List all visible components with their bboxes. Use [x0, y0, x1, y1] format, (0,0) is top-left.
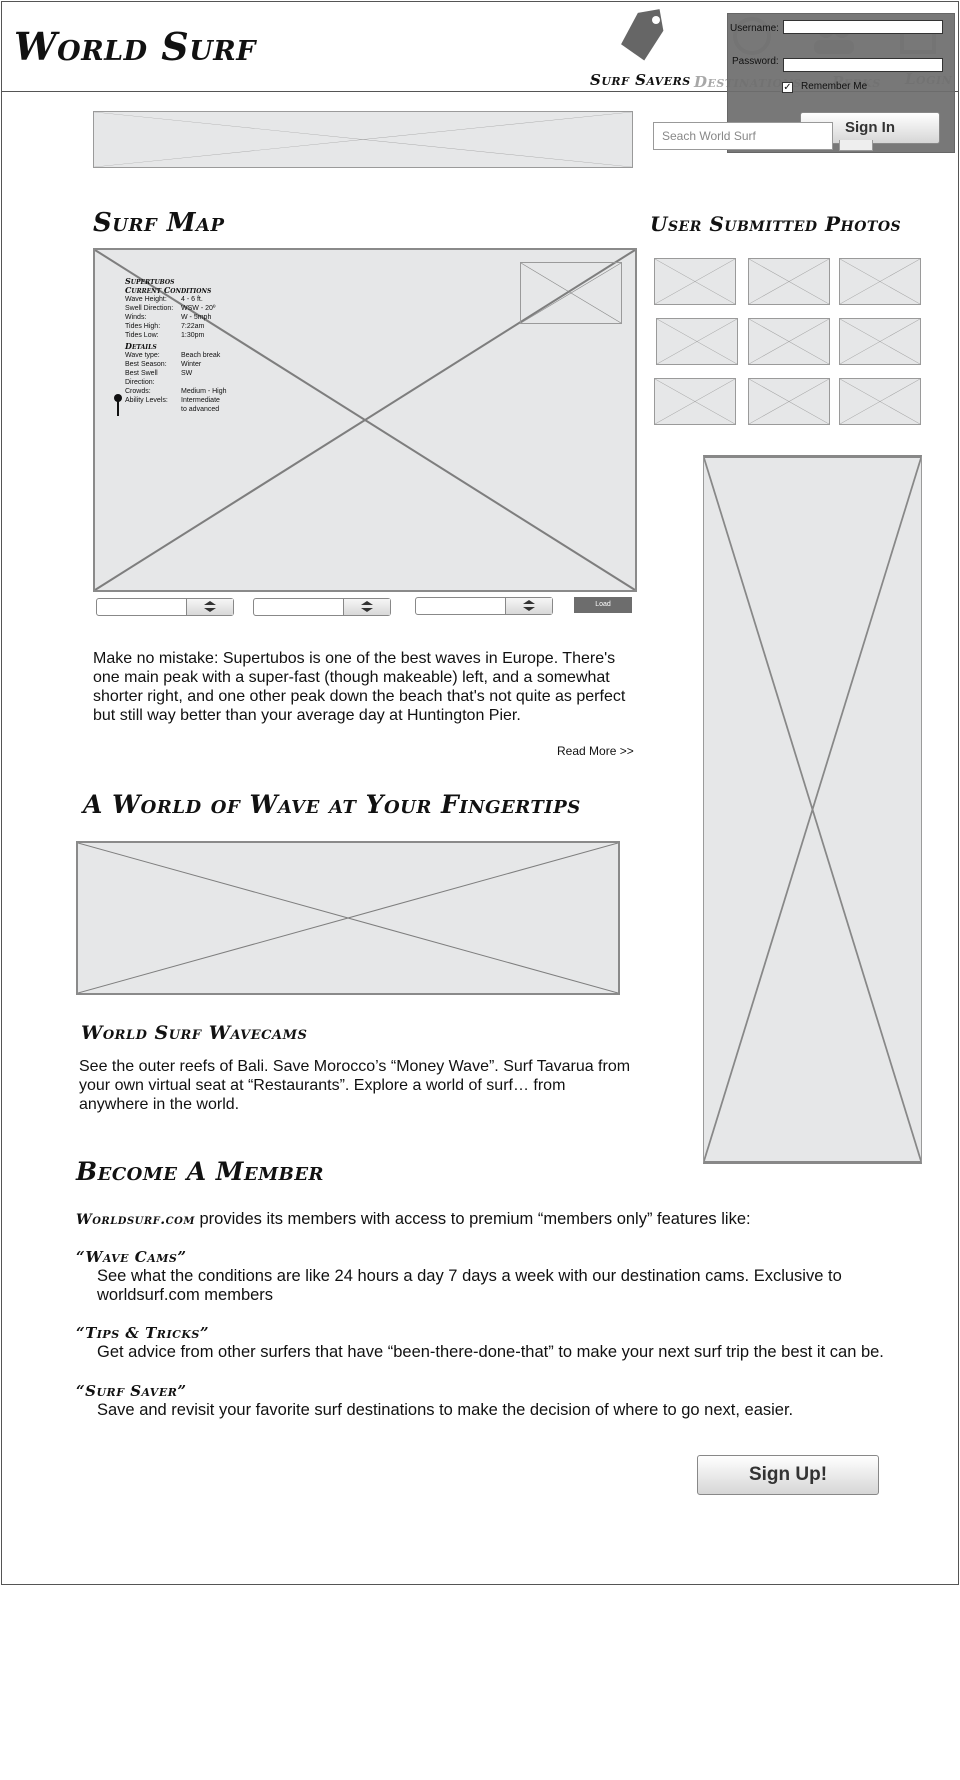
detail-label: Best Swell Direction:	[125, 370, 158, 386]
login-panel: Username: Password: ✓ Remember Me Sign I…	[727, 13, 955, 153]
spot-name: Supertubos	[125, 276, 175, 286]
surf-map-title: Surf Map	[93, 208, 225, 238]
feature-text-tips-tricks: Get advice from other surfers that have …	[97, 1343, 884, 1361]
condition-value: 7:22am	[181, 323, 205, 330]
feature-text-wave-cams: See what the conditions are like 24 hour…	[97, 1267, 842, 1304]
username-input[interactable]	[783, 20, 943, 34]
member-title: Become A Member	[76, 1157, 325, 1186]
password-input[interactable]	[783, 58, 943, 72]
detail-label: Crowds:	[125, 388, 151, 395]
remember-me-label: Remember Me	[801, 81, 868, 92]
detail-label: Best Season:	[125, 361, 167, 368]
feature-title-surf-saver: “Surf Saver”	[76, 1382, 187, 1400]
sign-up-button[interactable]: Sign Up!	[697, 1455, 879, 1495]
header-divider	[1, 91, 959, 92]
condition-value: W - 5mph	[181, 314, 212, 321]
feature-title-wave-cams: “Wave Cams”	[76, 1248, 187, 1266]
condition-label: Tides High:	[125, 323, 161, 330]
wavecams-text: See the outer reefs of Bali. Save Morocc…	[79, 1058, 631, 1113]
detail-value: to advanced	[181, 406, 220, 413]
detail-value: Beach break	[181, 352, 221, 359]
condition-value: 4 - 6 ft.	[181, 296, 203, 303]
username-label: Username:	[730, 23, 779, 34]
detail-label: Ability Levels:	[125, 397, 168, 404]
detail-value: Medium - High	[181, 388, 227, 395]
condition-value: 1:30pm	[181, 332, 205, 339]
map-select-3[interactable]	[415, 597, 553, 615]
password-label: Password:	[732, 56, 779, 67]
brand-name: Worldsurf.com	[76, 1212, 195, 1228]
details-title: Details	[125, 341, 157, 351]
detail-value: Intermediate	[181, 397, 220, 404]
user-photo[interactable]	[654, 378, 736, 425]
read-more-link[interactable]: Read More >>	[557, 744, 634, 758]
map-thumbnail	[520, 262, 622, 324]
stepper-arrows-icon[interactable]	[343, 599, 390, 615]
load-button[interactable]: Load	[574, 597, 632, 613]
nav-surf-savers[interactable]: Surf Savers	[590, 71, 691, 89]
spot-info: Supertubos Current Conditions Wave Heigh…	[125, 277, 227, 414]
condition-label: Winds:	[125, 314, 147, 321]
detail-value: Winter	[181, 361, 202, 368]
condition-label: Swell Direction:	[125, 305, 174, 312]
world-of-wave-title: A World of Wave at Your Fingertips	[83, 790, 581, 819]
user-photo[interactable]	[839, 378, 921, 425]
condition-value: WSW - 20º	[181, 305, 216, 312]
feature-text-surf-saver: Save and revisit your favorite surf dest…	[97, 1401, 794, 1419]
user-photo[interactable]	[748, 318, 830, 365]
wavecams-title: World Surf Wavecams	[81, 1022, 308, 1044]
condition-label: Tides Low:	[125, 332, 159, 339]
banner-ad	[93, 111, 633, 168]
wavecam-video[interactable]	[76, 841, 620, 995]
detail-label: Wave type:	[125, 352, 160, 359]
member-intro-text: provides its members with access to prem…	[194, 1210, 751, 1228]
user-photo[interactable]	[656, 318, 738, 365]
user-photo[interactable]	[748, 378, 830, 425]
user-photo[interactable]	[839, 318, 921, 365]
user-photo[interactable]	[839, 258, 921, 305]
user-photos-title: User Submitted Photos	[650, 212, 902, 236]
map-pin-icon[interactable]	[114, 394, 122, 416]
current-conditions-title: Current Conditions	[125, 285, 212, 295]
spot-description: Make no mistake: Supertubos is one of th…	[93, 650, 626, 724]
search-button[interactable]	[839, 140, 873, 151]
user-photo[interactable]	[654, 258, 736, 305]
feature-title-tips-tricks: “Tips & Tricks”	[76, 1324, 209, 1342]
map-select-2[interactable]	[253, 598, 391, 616]
user-photo[interactable]	[748, 258, 830, 305]
site-logo[interactable]: World Surf	[14, 24, 256, 69]
detail-value: SW	[181, 370, 193, 377]
sidebar-ad	[703, 455, 922, 1164]
detail-label	[125, 405, 181, 414]
condition-label: Wave Height:	[125, 296, 167, 303]
remember-me-checkbox[interactable]: ✓	[782, 82, 793, 93]
search-input[interactable]: Seach World Surf	[653, 122, 833, 150]
map-select-1[interactable]	[96, 598, 234, 616]
stepper-arrows-icon[interactable]	[505, 598, 552, 614]
stepper-arrows-icon[interactable]	[186, 599, 233, 615]
page-frame	[1, 1, 959, 1585]
tag-icon	[620, 8, 670, 64]
member-intro: Worldsurf.com provides its members with …	[76, 1210, 936, 1230]
surf-map[interactable]	[93, 248, 637, 592]
